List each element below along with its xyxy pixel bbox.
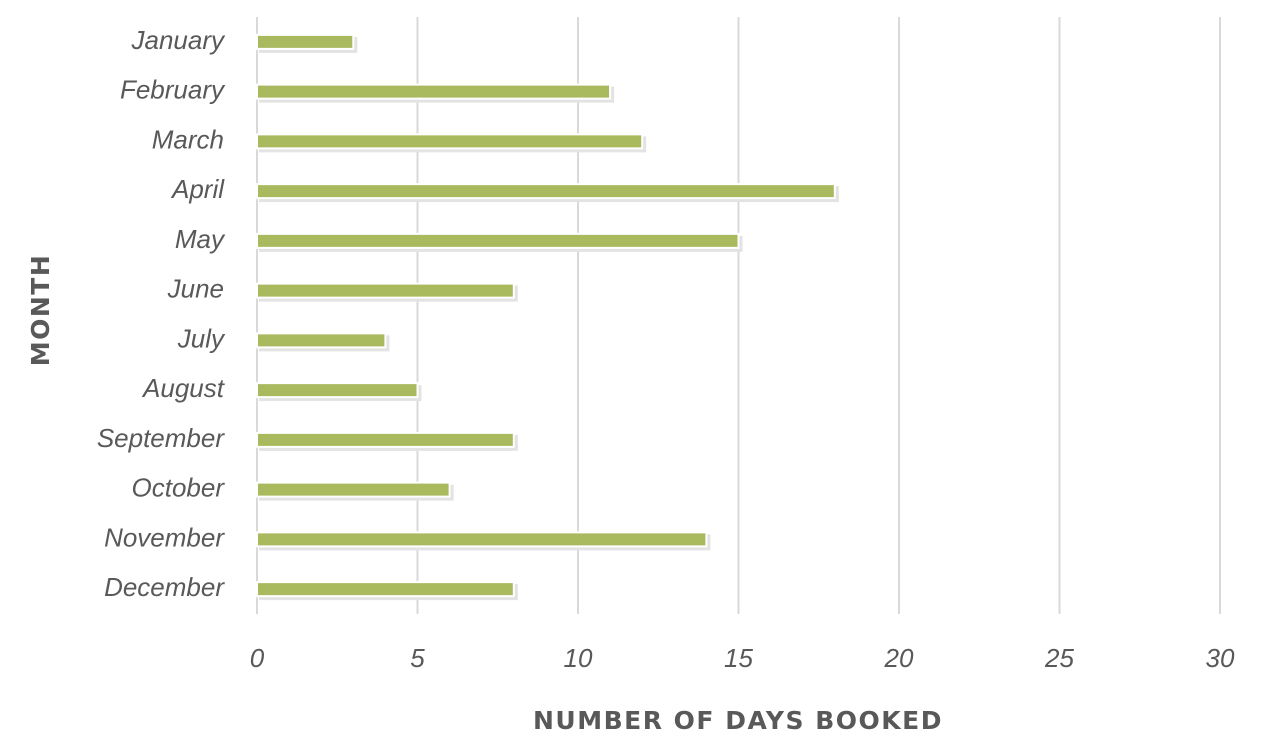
x-tick-label: 25 (1044, 643, 1074, 673)
x-tick-label: 0 (250, 643, 265, 673)
x-tick-label: 20 (884, 643, 914, 673)
y-tick-label: April (170, 174, 225, 204)
x-tick-label: 15 (724, 643, 753, 673)
x-axis-title: NUMBER OF DAYS BOOKED (533, 706, 943, 735)
bar (256, 133, 644, 150)
y-tick-label: December (104, 572, 225, 602)
y-tick-label: June (167, 274, 224, 304)
x-tick-label: 5 (410, 643, 425, 673)
y-tick-label: February (120, 75, 226, 105)
bar (256, 431, 515, 448)
bar (256, 581, 515, 598)
bar (256, 531, 708, 548)
y-tick-label: January (131, 25, 226, 55)
y-axis-title: MONTH (26, 254, 55, 367)
y-tick-label: November (104, 522, 225, 552)
bar (256, 332, 387, 349)
y-tick-label: September (97, 423, 226, 453)
bar (256, 83, 612, 100)
bar (256, 382, 419, 399)
y-tick-label: October (132, 473, 226, 503)
bar (256, 282, 515, 299)
y-tick-label: July (177, 323, 226, 353)
y-tick-label: March (152, 124, 224, 154)
bar (256, 33, 355, 50)
bar (256, 481, 451, 498)
x-tick-label: 10 (564, 643, 593, 673)
y-tick-label: August (141, 373, 226, 403)
bar (256, 232, 740, 249)
x-tick-label: 30 (1206, 643, 1235, 673)
y-tick-label: May (175, 224, 226, 254)
bar (256, 183, 836, 200)
